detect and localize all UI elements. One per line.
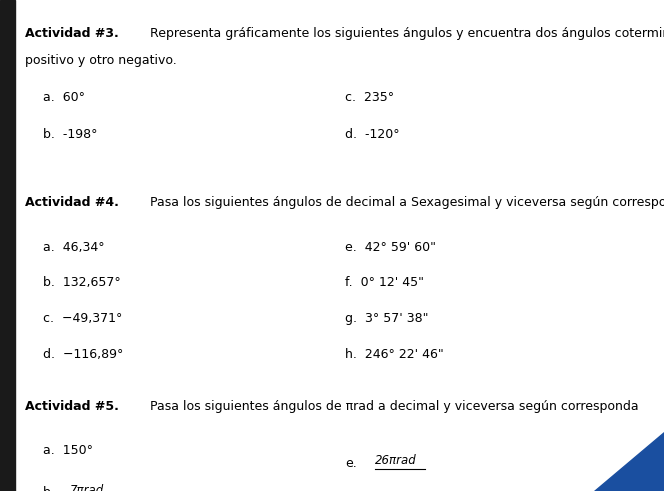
Text: a.  46,34°: a. 46,34°: [43, 241, 105, 253]
Text: b.  132,657°: b. 132,657°: [43, 276, 121, 289]
Bar: [0, 0, 15, 491]
Text: a.  150°: a. 150°: [43, 444, 93, 457]
Text: positivo y otro negativo.: positivo y otro negativo.: [25, 54, 177, 67]
Text: Representa gráficamente los siguientes ángulos y encuentra dos ángulos cotermina: Representa gráficamente los siguientes á…: [146, 27, 664, 40]
Text: Actividad #3.: Actividad #3.: [25, 27, 119, 40]
Text: Actividad #5.: Actividad #5.: [25, 400, 119, 413]
Text: b.  −: b. −: [43, 486, 74, 491]
Text: Pasa los siguientes ángulos de πrad a decimal y viceversa según corresponda: Pasa los siguientes ángulos de πrad a de…: [146, 400, 639, 413]
Text: Actividad #4.: Actividad #4.: [25, 196, 119, 209]
Text: g.  3° 57' 38": g. 3° 57' 38": [345, 312, 429, 325]
Text: c.  235°: c. 235°: [345, 91, 394, 104]
Text: Pasa los siguientes ángulos de decimal a Sexagesimal y viceversa según correspon: Pasa los siguientes ángulos de decimal a…: [146, 196, 664, 209]
Text: b.  -198°: b. -198°: [43, 128, 98, 140]
Text: d.  −116,89°: d. −116,89°: [43, 348, 124, 361]
Text: e.  42° 59' 60": e. 42° 59' 60": [345, 241, 436, 253]
Text: d.  -120°: d. -120°: [345, 128, 400, 140]
Text: 7πrad: 7πrad: [70, 484, 104, 491]
Text: f.  0° 12' 45": f. 0° 12' 45": [345, 276, 424, 289]
Text: h.  246° 22' 46": h. 246° 22' 46": [345, 348, 444, 361]
Text: 26πrad: 26πrad: [375, 454, 417, 467]
Text: e.: e.: [345, 457, 357, 469]
Text: a.  60°: a. 60°: [43, 91, 85, 104]
Text: c.  −49,371°: c. −49,371°: [43, 312, 123, 325]
Polygon shape: [594, 432, 664, 491]
